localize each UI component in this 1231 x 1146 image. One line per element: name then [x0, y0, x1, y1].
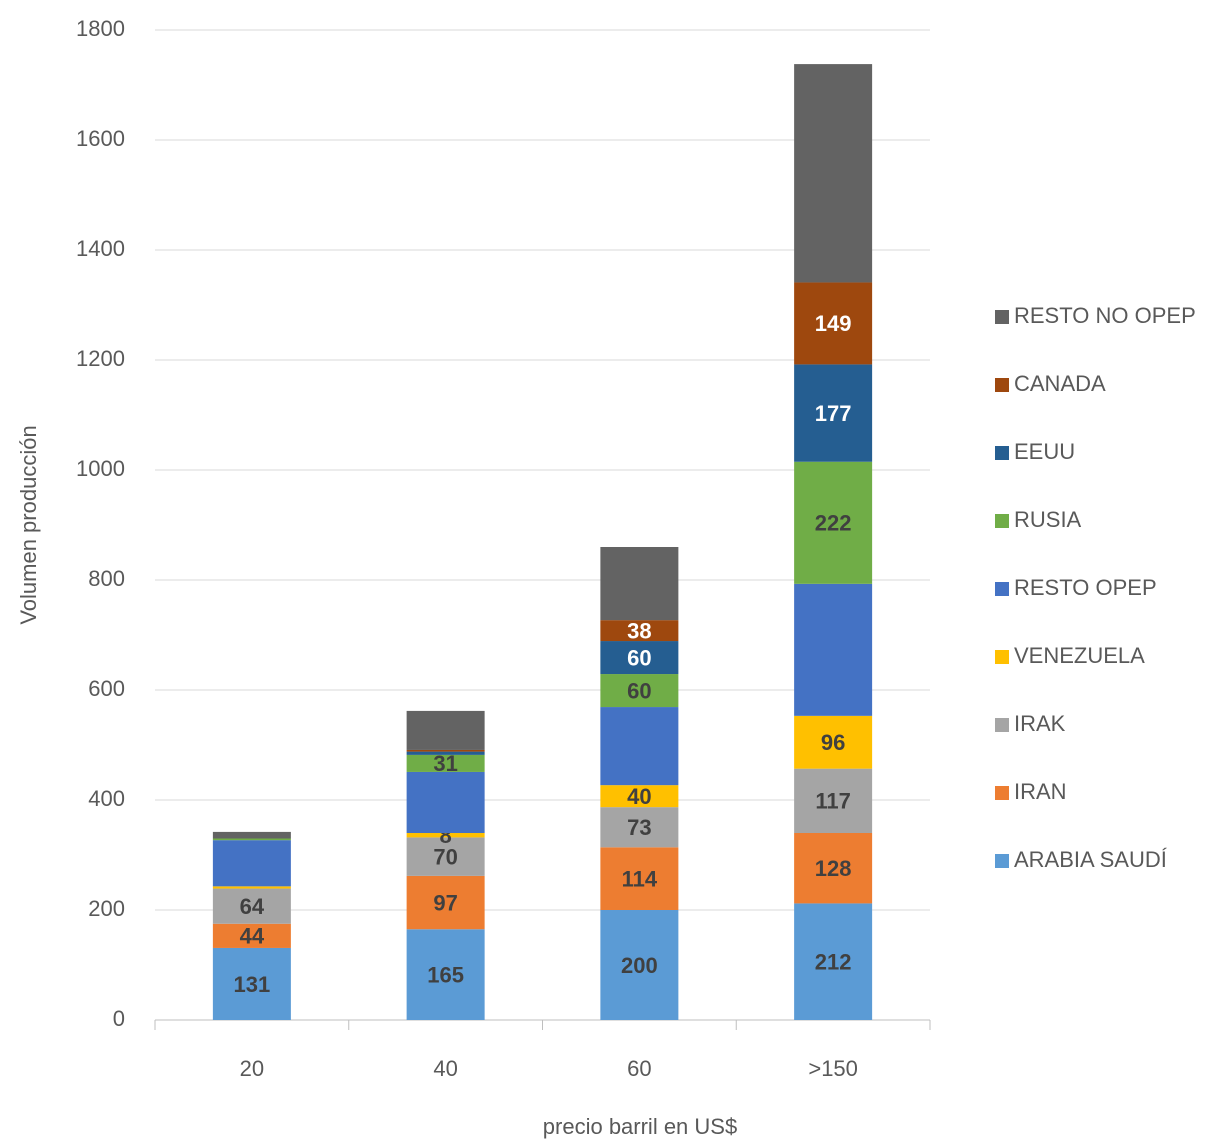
legend-swatch — [995, 786, 1009, 800]
data-label: 31 — [433, 751, 457, 776]
bar-segment — [600, 547, 679, 621]
y-tick-label: 1400 — [76, 236, 125, 261]
bar-segment — [600, 674, 679, 708]
data-label: 60 — [627, 678, 651, 703]
data-label: 149 — [815, 311, 852, 336]
legend-swatch — [995, 446, 1009, 460]
legend-label: EEUU — [1014, 439, 1075, 464]
bar-segment — [794, 364, 873, 462]
bar-segment — [212, 886, 291, 889]
bar-segment — [406, 929, 485, 1020]
y-tick-label: 1600 — [76, 126, 125, 151]
legend-label: IRAK — [1014, 711, 1066, 736]
legend-label: IRAN — [1014, 779, 1067, 804]
legend-swatch — [995, 514, 1009, 528]
legend-label: RESTO NO OPEP — [1014, 303, 1196, 328]
bar-segment — [212, 831, 291, 839]
legend-label: VENEZUELA — [1014, 643, 1145, 668]
y-tick-label: 600 — [88, 676, 125, 701]
bar-segment — [794, 282, 873, 365]
legend-label: ARABIA SAUDÍ — [1014, 847, 1168, 872]
y-tick-label: 1200 — [76, 346, 125, 371]
bar-segment — [794, 583, 873, 716]
legend-swatch — [995, 854, 1009, 868]
data-label: 177 — [815, 401, 852, 426]
bar-segment — [212, 923, 291, 948]
bar-segment — [406, 749, 485, 752]
data-label: 97 — [433, 890, 457, 915]
bar-segment — [406, 833, 485, 838]
data-label: 96 — [821, 730, 845, 755]
bar-segment — [212, 888, 291, 924]
data-label: 38 — [627, 618, 651, 643]
bar-segment — [794, 461, 873, 584]
data-label: 114 — [622, 866, 658, 891]
bar-segment — [600, 807, 679, 848]
x-tick-label: >150 — [808, 1056, 858, 1081]
x-tick-label: 60 — [627, 1056, 651, 1081]
bar-segment — [600, 641, 679, 675]
bar-segment — [600, 707, 679, 786]
bar-segment — [794, 768, 873, 833]
bar-segment — [406, 771, 485, 833]
bar-segment — [600, 620, 679, 642]
bar-segment — [406, 710, 485, 750]
y-tick-label: 1800 — [76, 16, 125, 41]
legend-swatch — [995, 718, 1009, 732]
y-tick-label: 200 — [88, 896, 125, 921]
x-axis-title: precio barril en US$ — [543, 1114, 737, 1139]
bar-segment — [406, 875, 485, 930]
x-tick-label: 40 — [433, 1056, 457, 1081]
data-label: 64 — [240, 894, 265, 919]
data-label: 200 — [621, 953, 658, 978]
data-label: 212 — [815, 950, 852, 975]
data-label: 73 — [627, 815, 651, 840]
bar-segment — [600, 847, 679, 910]
bar-segment — [600, 785, 679, 808]
bar-segment — [794, 903, 873, 1020]
bar-segment — [212, 838, 291, 841]
legend-label: RUSIA — [1014, 507, 1082, 532]
data-label: 222 — [815, 511, 852, 536]
y-tick-label: 400 — [88, 786, 125, 811]
legend-swatch — [995, 582, 1009, 596]
legend-label: CANADA — [1014, 371, 1106, 396]
bar-segment — [794, 833, 873, 904]
legend-swatch — [995, 650, 1009, 664]
bar-segment — [212, 840, 291, 887]
data-label: 60 — [627, 645, 651, 670]
bar-segment — [406, 754, 485, 772]
y-axis-title: Volumen producción — [16, 425, 41, 624]
bar-segment — [794, 715, 873, 769]
legend-swatch — [995, 310, 1009, 324]
data-label: 117 — [815, 789, 851, 814]
x-tick-label: 20 — [240, 1056, 264, 1081]
data-label: 165 — [427, 962, 464, 987]
y-tick-label: 800 — [88, 566, 125, 591]
bar-segment — [600, 910, 679, 1020]
bar-segment — [794, 64, 873, 283]
bar-segment — [212, 947, 291, 1020]
data-label: 128 — [815, 856, 852, 881]
data-label: 44 — [240, 924, 265, 949]
data-label: 40 — [627, 784, 651, 809]
bar-segment — [406, 751, 485, 755]
bar-segment — [406, 837, 485, 876]
legend-swatch — [995, 378, 1009, 392]
data-label: 131 — [234, 972, 271, 997]
legend-label: RESTO OPEP — [1014, 575, 1157, 600]
y-tick-label: 1000 — [76, 456, 125, 481]
data-label: 70 — [433, 844, 457, 869]
y-tick-label: 0 — [113, 1006, 125, 1031]
